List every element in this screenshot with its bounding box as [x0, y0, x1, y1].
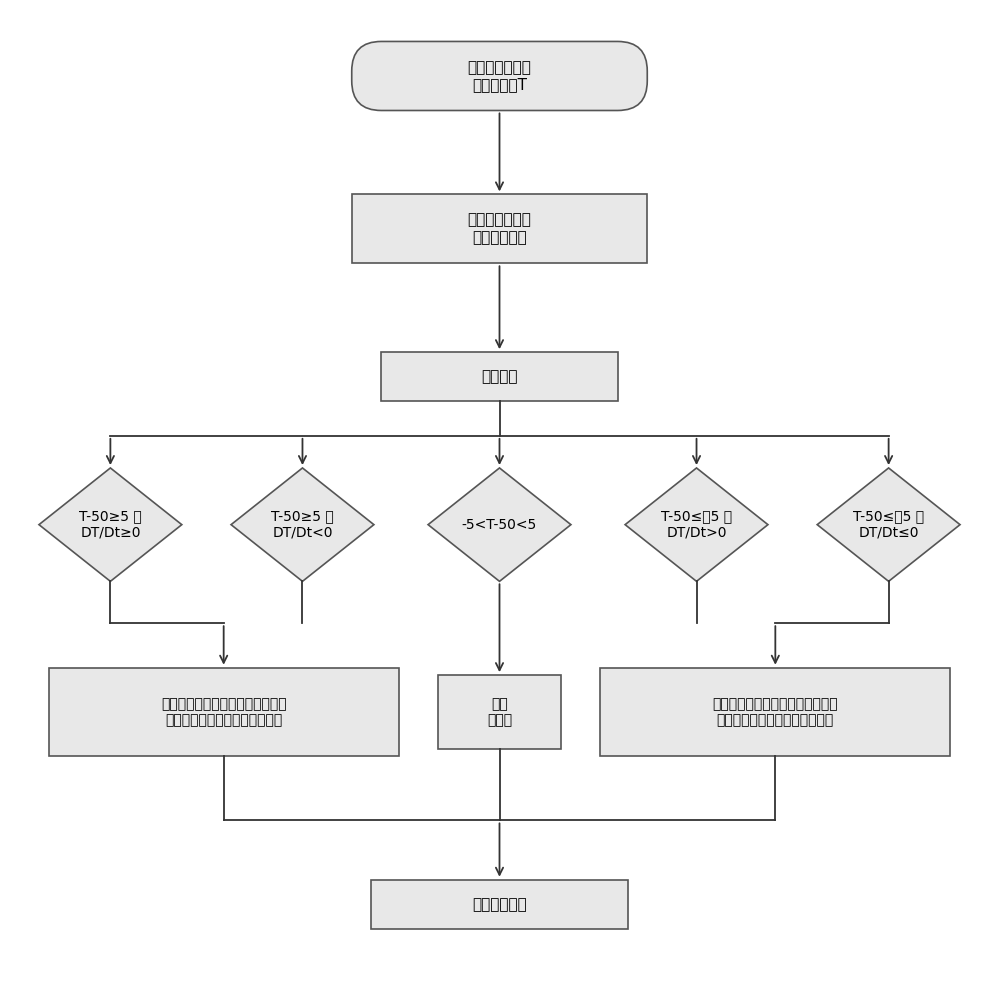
FancyBboxPatch shape	[372, 880, 627, 929]
Polygon shape	[39, 468, 182, 581]
Polygon shape	[429, 468, 570, 581]
FancyBboxPatch shape	[600, 668, 950, 756]
Text: T-50≤－5 且
DT/Dt>0: T-50≤－5 且 DT/Dt>0	[661, 510, 732, 540]
Text: T-50≤－5 且
DT/Dt≤0: T-50≤－5 且 DT/Dt≤0	[853, 510, 924, 540]
Text: 维持
原状态: 维持 原状态	[487, 697, 512, 727]
FancyBboxPatch shape	[352, 194, 647, 263]
Text: 控制决策: 控制决策	[482, 369, 517, 384]
Text: 投入一组冷却器组；若全部冷却器
组已经投入运行，则维持此状态: 投入一组冷却器组；若全部冷却器 组已经投入运行，则维持此状态	[161, 697, 287, 727]
Text: 退出一组冷却器组；若全部冷却器
组已经退出运行，则维持此状态: 退出一组冷却器组；若全部冷却器 组已经退出运行，则维持此状态	[712, 697, 838, 727]
Polygon shape	[625, 468, 768, 581]
FancyBboxPatch shape	[382, 352, 617, 401]
Text: 得到变压器绕组
的实时温度T: 得到变压器绕组 的实时温度T	[468, 60, 531, 92]
Polygon shape	[231, 468, 374, 581]
Polygon shape	[817, 468, 960, 581]
FancyBboxPatch shape	[49, 668, 399, 756]
FancyBboxPatch shape	[438, 675, 561, 749]
Text: T-50≥5 且
DT/Dt<0: T-50≥5 且 DT/Dt<0	[271, 510, 334, 540]
Text: T-50≥5 且
DT/Dt≥0: T-50≥5 且 DT/Dt≥0	[79, 510, 142, 540]
FancyBboxPatch shape	[352, 41, 647, 110]
Text: 设定变压器运行
的恒定温度值: 设定变压器运行 的恒定温度值	[468, 213, 531, 245]
Text: -5<T-50<5: -5<T-50<5	[462, 518, 537, 532]
Text: 输出控制信号: 输出控制信号	[473, 897, 526, 912]
